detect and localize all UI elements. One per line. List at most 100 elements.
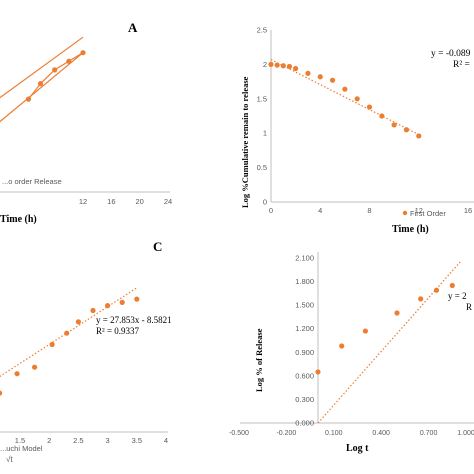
panel-d-y-tick-7: 2.100	[295, 254, 314, 263]
panel-d: 0.000 0.300 0.600 0.900 1.200 1.500 1.800 2.100…	[229, 252, 474, 454]
panel-d-x-tick-1: -0.200	[276, 430, 296, 437]
panel-b-point-1	[274, 62, 280, 68]
panel-a-upper-line	[0, 36, 84, 99]
panel-d-y-tick-0: 0.000	[295, 419, 314, 428]
panel-c: C 1.5 2 2.5 3 3.5 4 y = 27.853x - 8.5821 R² =…	[0, 239, 172, 464]
panel-c-point-7	[105, 303, 111, 309]
panel-b-x-tick-0: 0	[269, 206, 273, 215]
panel-a: A 12 16 20 24 ...o order Release Time (h)	[0, 20, 172, 225]
panel-a-lines	[0, 36, 84, 123]
panel-b-x-ticks: 0 4 8 12 16	[269, 206, 472, 215]
panel-c-points	[0, 296, 140, 396]
panel-b-point-3	[286, 63, 293, 70]
panel-b-x-label: Time (h)	[392, 224, 429, 235]
panel-d-point-4	[418, 296, 424, 302]
panel-c-equation: y = 27.853x - 8.5821	[96, 315, 172, 325]
panel-c-trend-line	[0, 287, 138, 378]
panel-c-point-8	[119, 299, 125, 305]
panel-d-y-tick-2: 0.600	[295, 371, 314, 380]
panel-a-x-tick-2: 20	[135, 197, 143, 206]
panel-c-x-tick-0: 1.5	[15, 436, 25, 445]
panel-a-point-4	[80, 50, 86, 56]
panel-d-point-6	[449, 282, 455, 289]
panel-d-point-3	[394, 310, 400, 316]
panel-b-y-ticks: 0 0.5 1 1.5 2 2.5	[257, 26, 267, 207]
panel-d-trend-line	[317, 261, 461, 424]
panel-c-point-9	[134, 296, 140, 302]
panel-a-legend: ...o order Release	[2, 177, 62, 186]
panel-b-x-tick-1: 4	[318, 206, 322, 215]
panel-d-x-tick-0: -0.500	[229, 430, 249, 437]
panel-d-y-ticks: 0.000 0.300 0.600 0.900 1.200 1.500 1.800 2.100	[295, 254, 314, 428]
panel-c-point-0	[0, 390, 3, 396]
panel-a-point-0	[25, 96, 32, 102]
panel-a-point-3	[66, 58, 72, 64]
panel-a-point-2	[52, 67, 58, 73]
panel-c-r2: R² = 0.9337	[96, 326, 140, 336]
panel-d-y-tick-3: 0.900	[295, 348, 314, 357]
panel-d-point-5	[433, 287, 440, 293]
panel-c-point-6	[90, 307, 96, 314]
panel-c-letter: C	[153, 239, 162, 254]
panel-a-x-label: Time (h)	[0, 214, 37, 225]
panel-b-point-10	[366, 104, 373, 110]
panel-b-r2: R² =	[453, 60, 470, 70]
panel-b-point-12	[391, 122, 397, 128]
panel-d-x-label: Log t	[346, 443, 369, 454]
panel-b-y-tick-5: 2.5	[257, 26, 267, 35]
panel-b: 0 0.5 1 1.5 2 2.5 0 4 8 12 16 y = -0.089 R² = Fir…	[240, 26, 474, 235]
panel-b-legend-marker	[402, 210, 408, 216]
panel-c-x-ticks: 1.5 2 2.5 3 3.5 4	[15, 436, 168, 445]
panel-a-x-tick-0: 12	[79, 197, 87, 206]
panel-c-trendline	[0, 287, 138, 378]
panel-c-legend: ...uchi Model	[0, 444, 43, 453]
panel-b-trend-line	[270, 59, 420, 136]
panel-d-y-tick-1: 0.300	[295, 395, 314, 404]
panel-d-x-tick-2: 0.100	[325, 430, 343, 437]
panel-d-y-label: Log % of Release	[254, 328, 264, 392]
panel-b-y-label: Log %Cumulative remain to release	[240, 76, 250, 208]
panel-b-equation: y = -0.089	[431, 49, 471, 59]
panel-b-y-tick-3: 1.5	[257, 94, 267, 103]
panel-c-point-1	[14, 371, 20, 377]
panel-d-x-tick-4: 0.700	[420, 430, 438, 437]
panel-c-x-label: √t	[6, 455, 13, 464]
panel-c-point-4	[64, 330, 70, 336]
panel-a-x-tick-3: 24	[164, 197, 172, 206]
panel-b-point-7	[329, 77, 336, 83]
panel-a-points	[25, 50, 86, 102]
panel-b-point-13	[403, 127, 410, 133]
panel-d-trendline	[317, 261, 461, 424]
panel-c-x-tick-4: 3.5	[132, 436, 142, 445]
panel-b-y-tick-0: 0	[263, 198, 267, 207]
panel-a-x-ticks: 12 16 20 24	[79, 197, 172, 206]
panel-c-point-5	[75, 319, 81, 325]
panel-d-x-ticks: -0.500 -0.200 0.100 0.400 0.700 1.000	[229, 430, 474, 437]
panel-b-x-tick-4: 16	[464, 206, 472, 215]
panel-c-x-tick-1: 2	[47, 436, 51, 445]
panel-b-point-9	[354, 96, 360, 102]
panel-b-point-8	[342, 86, 348, 92]
panel-b-y-tick-4: 2	[263, 60, 267, 69]
panel-b-point-0	[268, 61, 274, 67]
panel-b-points	[268, 61, 422, 139]
panel-b-point-14	[416, 133, 422, 139]
panel-d-points	[315, 282, 455, 375]
panel-a-point-1	[37, 81, 44, 87]
panel-b-point-6	[317, 74, 323, 80]
panel-d-point-1	[339, 343, 345, 349]
panel-b-trendline	[270, 59, 420, 136]
panel-a-return-line	[0, 52, 84, 123]
panel-b-x-tick-2: 8	[367, 206, 371, 215]
panel-a-x-tick-1: 16	[107, 197, 115, 206]
panel-d-point-2	[362, 328, 368, 334]
panel-b-legend: First Order	[410, 209, 446, 218]
panel-d-y-tick-4: 1.200	[295, 324, 314, 333]
panel-a-letter: A	[128, 20, 138, 35]
panel-d-point-0	[315, 369, 321, 375]
panel-c-x-tick-2: 2.5	[73, 436, 83, 445]
panel-b-point-2	[280, 63, 286, 69]
panel-b-point-11	[379, 113, 385, 119]
panel-d-x-tick-5: 1.000	[457, 430, 474, 437]
